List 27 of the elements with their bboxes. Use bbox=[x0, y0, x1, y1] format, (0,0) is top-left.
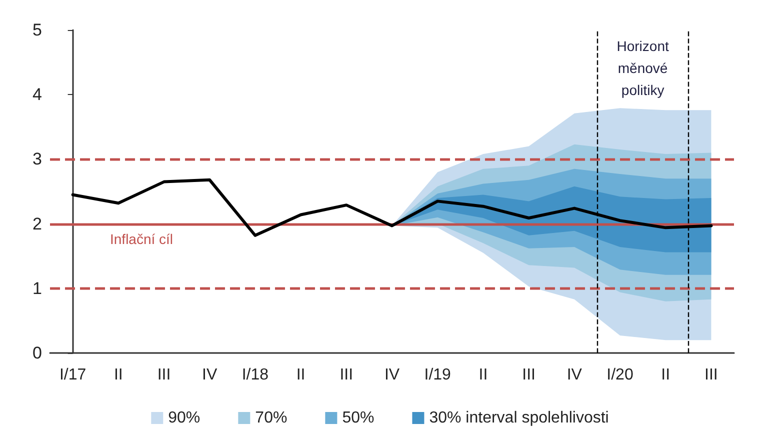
annotation: Horizont měnové politiky bbox=[616, 38, 669, 98]
legend-label: 30% interval spolehlivosti bbox=[429, 410, 609, 426]
y-tick-label: 2 bbox=[32, 214, 42, 234]
x-tick-label: I/20 bbox=[606, 366, 634, 384]
x-tick-label: IV bbox=[566, 366, 582, 384]
x-tick-label: II bbox=[114, 366, 123, 384]
y-tick-label: 5 bbox=[32, 20, 42, 40]
x-tick-label: I/18 bbox=[242, 366, 269, 384]
x-tick-label: III bbox=[522, 366, 536, 384]
x-tick-label: I/19 bbox=[424, 366, 452, 384]
x-tick-label: I/17 bbox=[59, 366, 86, 384]
x-tick-label: III bbox=[157, 366, 171, 384]
x-tick-label: II bbox=[661, 366, 670, 384]
y-tick-label: 1 bbox=[32, 278, 42, 298]
x-tick-label: III bbox=[340, 366, 354, 384]
legend-label: 50% bbox=[342, 410, 374, 426]
y-tick-label: 0 bbox=[32, 344, 42, 362]
ref-line-label: Inflační cíl bbox=[110, 230, 174, 247]
x-tick-label: IV bbox=[384, 366, 400, 384]
legend-label: 90% bbox=[168, 410, 200, 426]
x-tick-label: II bbox=[478, 366, 488, 384]
y-tick-label: 4 bbox=[32, 85, 42, 104]
x-tick-label: III bbox=[704, 366, 718, 384]
x-tick-label: IV bbox=[202, 366, 218, 384]
x-tick-label: II bbox=[296, 366, 306, 384]
legend-label: 70% bbox=[255, 410, 288, 426]
y-tick-label: 3 bbox=[32, 150, 42, 169]
